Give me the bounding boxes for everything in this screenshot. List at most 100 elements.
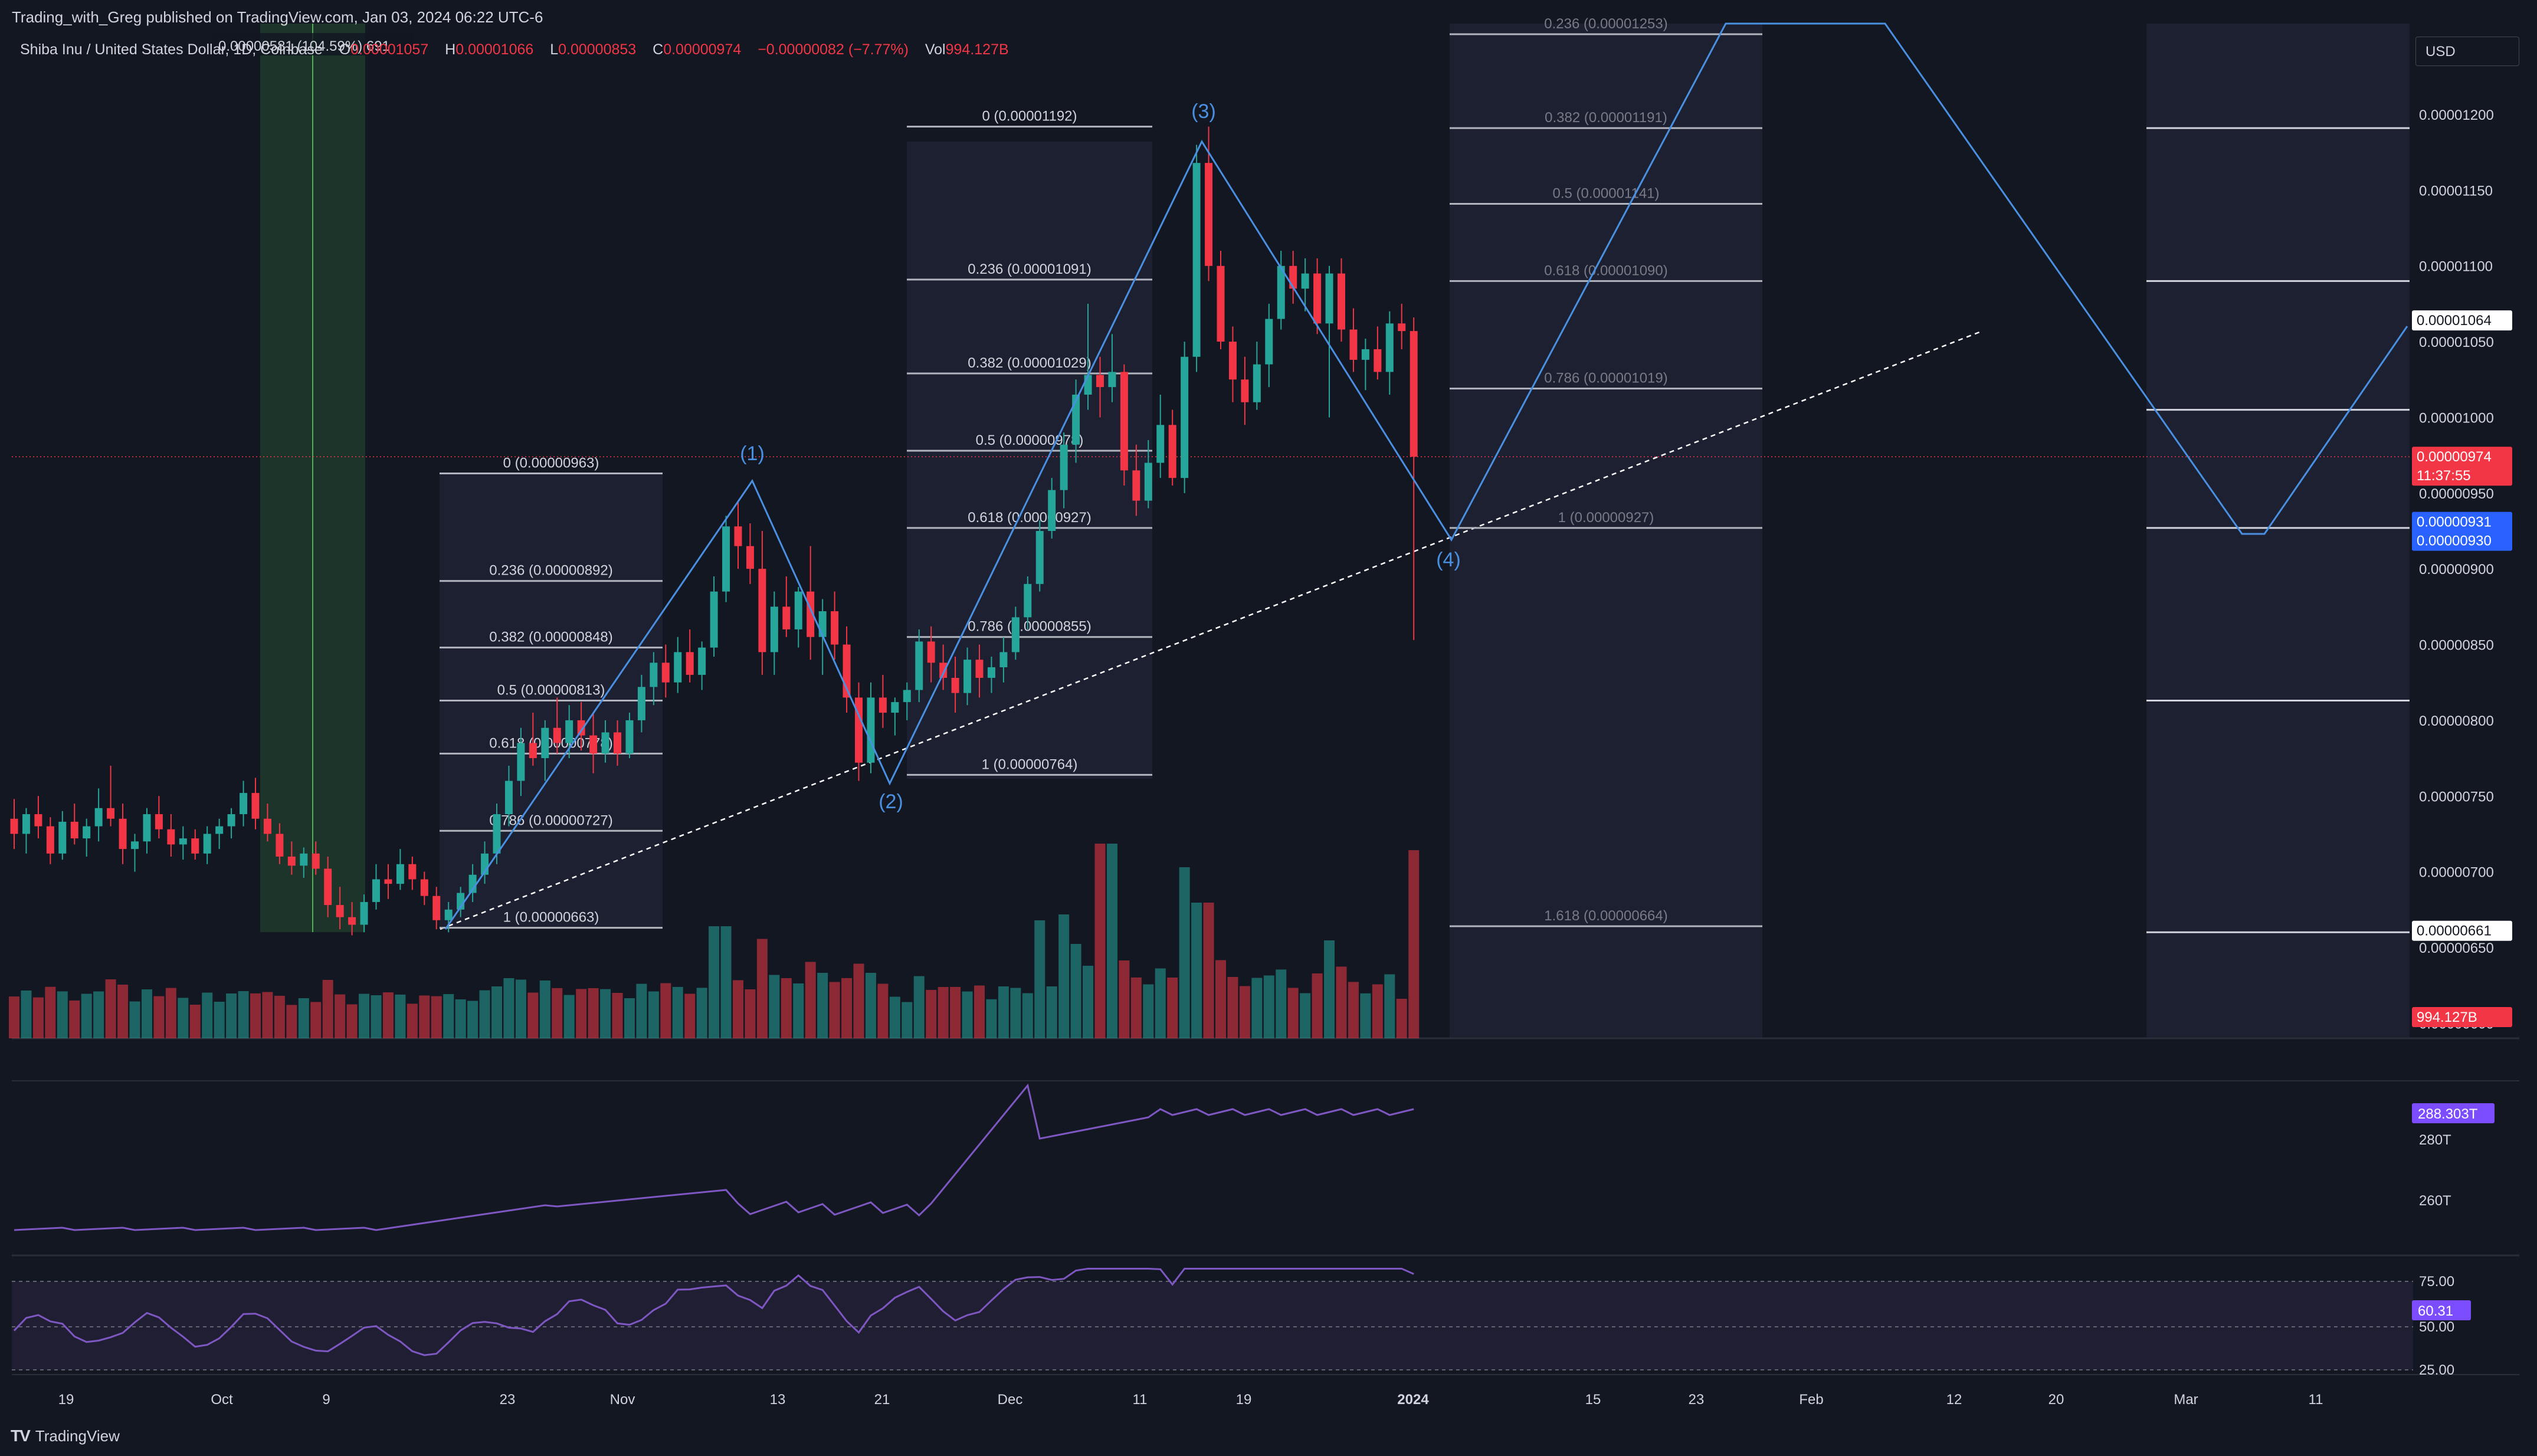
wave-path bbox=[444, 22, 2408, 930]
volume-bar bbox=[527, 992, 539, 1038]
volume-bar bbox=[1384, 974, 1395, 1038]
volume-bar bbox=[612, 993, 623, 1038]
candle-body bbox=[70, 821, 78, 839]
time-axis-label: Feb bbox=[1799, 1392, 1823, 1408]
fib2-label: 1 (0.00000764) bbox=[982, 756, 1078, 772]
volume-bar bbox=[962, 991, 973, 1038]
time-axis-label: 23 bbox=[500, 1392, 516, 1408]
candle-body bbox=[987, 667, 995, 678]
volume-bar bbox=[491, 986, 502, 1038]
volume-bar bbox=[600, 989, 611, 1038]
candle-body bbox=[746, 546, 754, 569]
volume-bar bbox=[274, 995, 285, 1038]
candle-body bbox=[710, 591, 718, 648]
price-axis-tick: 0.00000750 bbox=[2419, 789, 2494, 805]
price-axis-tick: 0.00001150 bbox=[2419, 183, 2493, 199]
volume-bar bbox=[829, 982, 840, 1038]
volume-bar bbox=[1336, 966, 1347, 1038]
price-axis-tick: 0.00000650 bbox=[2419, 940, 2494, 956]
candle-body bbox=[1156, 425, 1165, 463]
volume-bar bbox=[552, 988, 563, 1038]
fib1-label: 0.236 (0.00000892) bbox=[489, 563, 613, 579]
candle-body bbox=[674, 652, 682, 683]
volume-bar bbox=[696, 988, 707, 1038]
candle-body bbox=[10, 818, 18, 834]
candle-body bbox=[155, 814, 163, 829]
volume-bar bbox=[769, 975, 780, 1038]
candle-body bbox=[240, 793, 248, 815]
volume-bar bbox=[479, 990, 490, 1038]
volume-bar bbox=[1203, 903, 1214, 1038]
volume-bar bbox=[214, 1002, 225, 1038]
volume-bar bbox=[335, 994, 346, 1038]
volume-bar bbox=[877, 983, 889, 1038]
volume-bar bbox=[1372, 984, 1383, 1038]
wave-label-2: (2) bbox=[879, 791, 903, 813]
obv-axis-tick: 260T bbox=[2419, 1193, 2451, 1209]
volume-bar bbox=[684, 993, 696, 1038]
time-axis-label: 13 bbox=[770, 1392, 786, 1408]
currency-selector[interactable]: USD bbox=[2415, 37, 2519, 66]
candle-body bbox=[951, 678, 959, 693]
fib2-label: 0.382 (0.00001029) bbox=[968, 355, 1092, 371]
volume-bar bbox=[889, 996, 900, 1038]
volume-bar bbox=[588, 988, 599, 1038]
candle-body bbox=[879, 697, 887, 713]
candle-body bbox=[287, 856, 296, 866]
volume-bar bbox=[1408, 850, 1420, 1038]
candle-body bbox=[1289, 265, 1297, 289]
candle-body bbox=[46, 826, 54, 854]
volume-bar bbox=[382, 992, 394, 1038]
volume-bar bbox=[1022, 993, 1033, 1038]
time-axis-label: 15 bbox=[1585, 1392, 1601, 1408]
volume-bar bbox=[793, 983, 804, 1038]
volume-bar bbox=[93, 991, 104, 1038]
volume-bar bbox=[853, 963, 864, 1038]
candle-body bbox=[855, 697, 863, 763]
tradingview-logo[interactable]: TV TradingView bbox=[11, 1427, 120, 1445]
volume-bar bbox=[1227, 977, 1238, 1038]
volume-bar bbox=[576, 989, 587, 1038]
candle-body bbox=[770, 606, 778, 652]
range-tooltip: 0.00000581 (104.59%) 691 bbox=[218, 38, 390, 54]
candle-body bbox=[119, 818, 127, 850]
price-badge bbox=[2412, 511, 2512, 551]
volume-bar bbox=[81, 993, 92, 1038]
candle-body bbox=[1338, 273, 1345, 330]
ohlc-low-label: L bbox=[550, 41, 559, 58]
candle-body bbox=[432, 896, 441, 920]
volume-bar bbox=[817, 973, 828, 1038]
wave-label-4: (4) bbox=[1436, 549, 1461, 571]
volume-bar bbox=[57, 991, 68, 1038]
volume-bar bbox=[733, 980, 743, 1038]
volume-bar bbox=[563, 995, 575, 1038]
price-axis-tick: 0.00000850 bbox=[2419, 638, 2494, 654]
candle-body bbox=[107, 808, 115, 819]
candle-body bbox=[734, 526, 742, 546]
wave-label-1: (1) bbox=[740, 442, 765, 465]
price-badge-label: 0.00001064 bbox=[2417, 313, 2492, 329]
fib1-label: 0.382 (0.00000848) bbox=[489, 629, 613, 645]
candle-body bbox=[650, 663, 658, 687]
symbol-name[interactable]: Shiba Inu / United States Dollar, 1D, Co… bbox=[20, 41, 323, 58]
volume-bar bbox=[165, 988, 176, 1038]
volume-bar bbox=[32, 997, 44, 1038]
volume-bar bbox=[443, 994, 454, 1038]
volume-bar bbox=[865, 973, 876, 1038]
volume-bar bbox=[660, 983, 671, 1038]
fib1-label: 0.786 (0.00000727) bbox=[489, 812, 613, 828]
tradingview-mark-icon: TV bbox=[11, 1427, 31, 1445]
time-axis-label: Oct bbox=[211, 1392, 233, 1408]
volume-bar bbox=[1083, 966, 1094, 1038]
volume-bar bbox=[371, 995, 382, 1038]
candle-body bbox=[143, 814, 151, 842]
rsi-badge bbox=[2412, 1300, 2471, 1320]
rsi-axis-tick: 75.00 bbox=[2419, 1274, 2454, 1290]
price-axis-tick: 0.00000950 bbox=[2419, 486, 2494, 502]
candle-body bbox=[191, 838, 199, 854]
candle-body bbox=[1072, 394, 1080, 445]
volume-bar bbox=[974, 985, 985, 1038]
candle-body bbox=[1277, 265, 1285, 319]
